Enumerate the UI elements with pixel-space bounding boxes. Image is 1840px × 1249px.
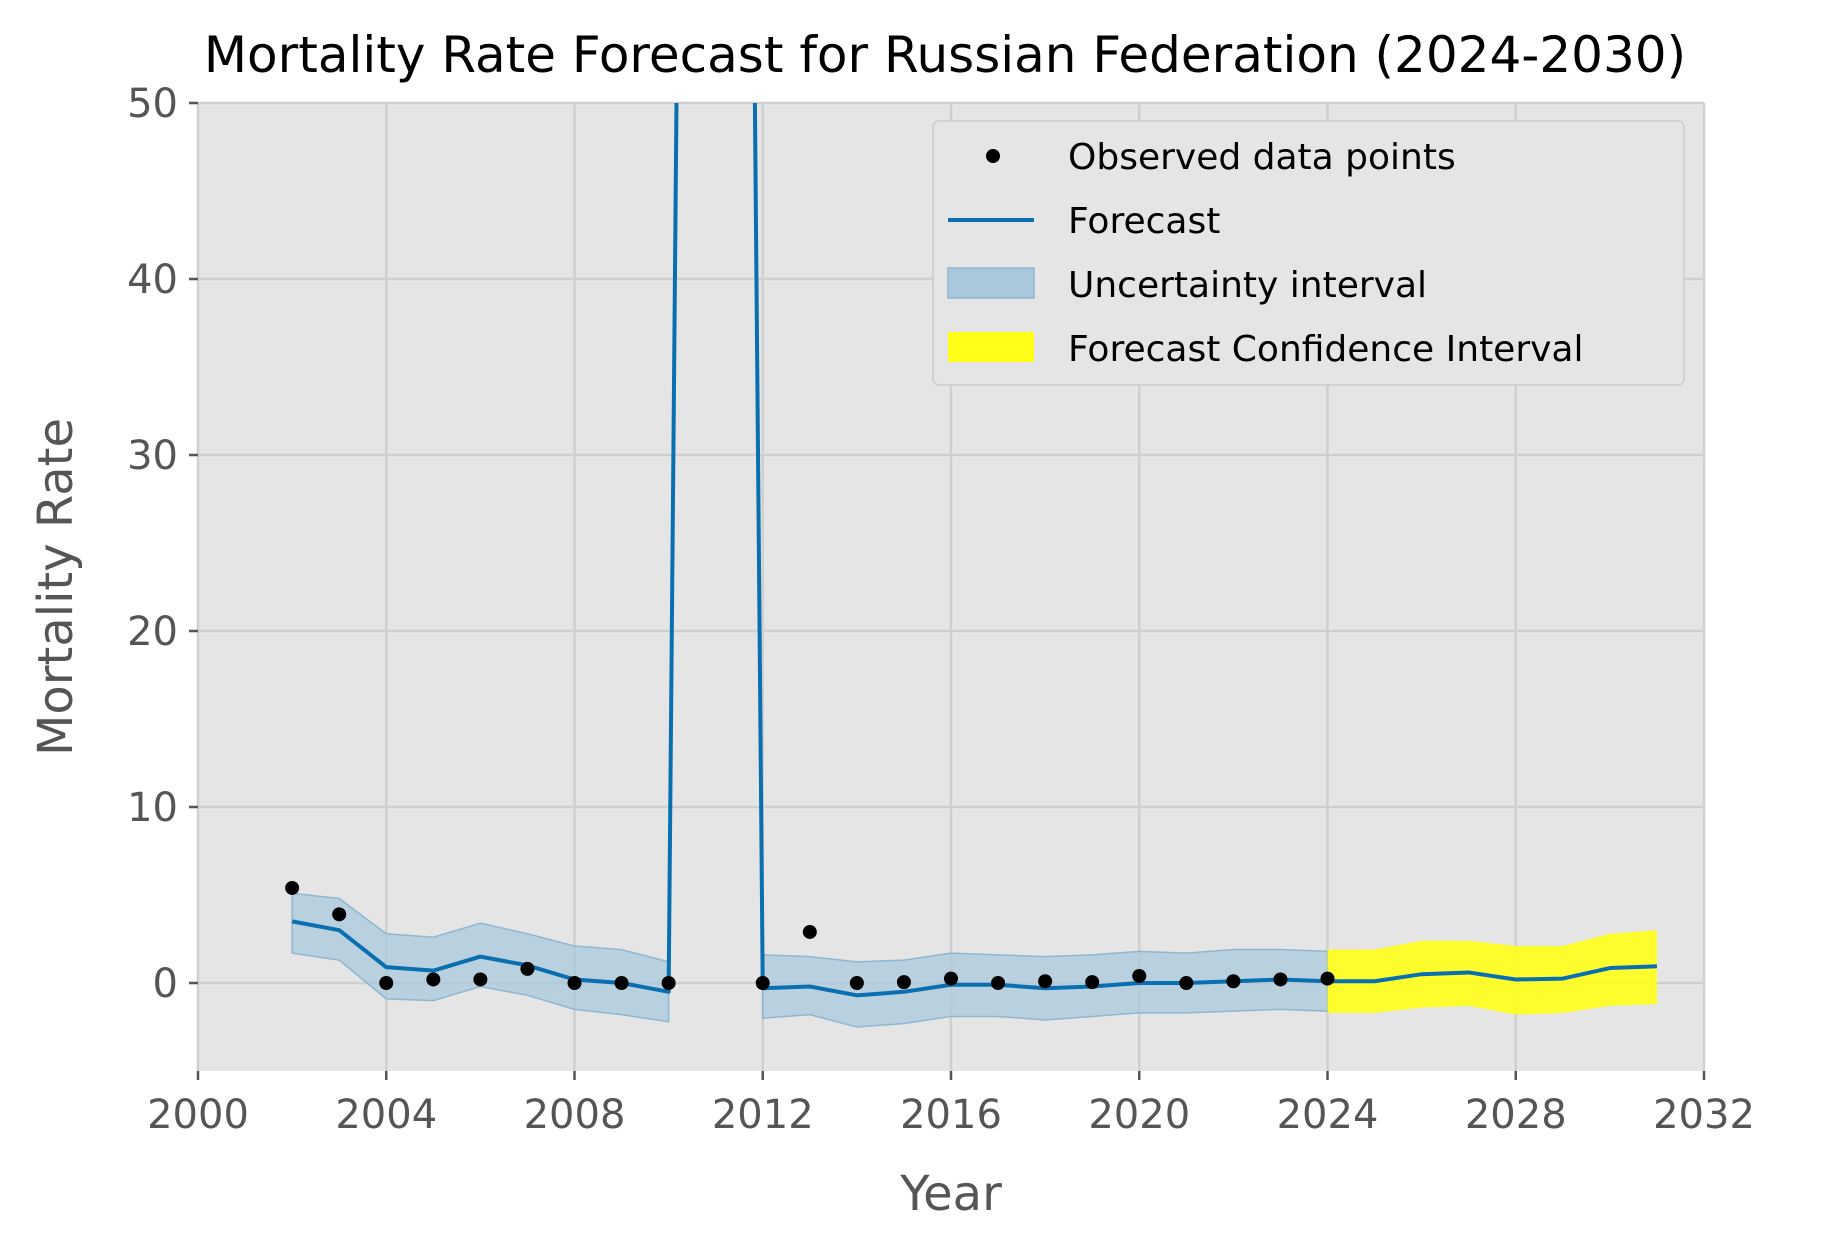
observed-point <box>849 976 864 990</box>
observed-point <box>473 972 488 987</box>
observed-point <box>661 976 676 990</box>
legend-observed-marker <box>986 149 1000 163</box>
legend-observed-label: Observed data points <box>1068 137 1456 178</box>
observed-points <box>285 880 1335 990</box>
observed-point <box>755 976 770 990</box>
observed-point <box>944 971 958 986</box>
legend-uncertainty-label: Uncertainty interval <box>1068 265 1427 306</box>
observed-point <box>379 976 394 990</box>
x-tick-label: 2032 <box>1653 1092 1755 1138</box>
observed-point <box>1038 974 1053 989</box>
chart-title: Mortality Rate Forecast for Russian Fede… <box>204 26 1686 84</box>
legend-box <box>932 120 1685 386</box>
legend-uncertainty-patch <box>947 267 1035 299</box>
observed-point <box>332 907 347 922</box>
confidence-band <box>1327 930 1657 1015</box>
y-axis-ticks: 0 10 20 30 40 50 <box>127 81 198 1007</box>
observed-point <box>567 976 582 990</box>
observed-point <box>802 924 817 939</box>
x-tick-label: 2004 <box>335 1092 437 1138</box>
observed-point <box>896 975 911 990</box>
x-tick-label: 2028 <box>1465 1092 1567 1138</box>
legend-confidence-patch <box>948 332 1034 362</box>
x-tick-label: 2012 <box>712 1092 814 1138</box>
observed-point <box>1273 972 1288 987</box>
y-tick-label: 20 <box>127 609 178 655</box>
legend-forecast-label: Forecast <box>1068 201 1220 242</box>
observed-point <box>614 976 629 990</box>
y-tick-label: 0 <box>153 961 178 1007</box>
x-tick-label: 2020 <box>1088 1092 1190 1138</box>
observed-point <box>1226 974 1241 989</box>
observed-point <box>1132 968 1147 983</box>
x-tick-label: 2016 <box>900 1092 1002 1138</box>
y-tick-label: 30 <box>127 433 178 479</box>
legend-confidence-label: Forecast Confidence Interval <box>1068 329 1584 370</box>
y-tick-label: 40 <box>127 257 178 303</box>
x-axis-ticks: 2000 2004 2008 2012 2016 2020 2024 2028 2032 <box>147 1071 1755 1138</box>
x-tick-label: 2024 <box>1277 1092 1379 1138</box>
observed-point <box>426 972 441 987</box>
legend: Observed data points Forecast Uncertaint… <box>932 120 1685 386</box>
observed-point <box>991 976 1006 990</box>
observed-point <box>285 880 300 895</box>
observed-point <box>1179 976 1194 990</box>
x-tick-label: 2008 <box>524 1092 626 1138</box>
x-axis-label: Year <box>899 1166 1002 1222</box>
y-tick-label: 50 <box>127 81 178 127</box>
observed-point <box>1320 971 1335 986</box>
observed-point <box>520 961 535 976</box>
y-axis-label: Mortality Rate <box>28 418 84 756</box>
observed-point <box>1085 975 1100 990</box>
y-tick-label: 10 <box>127 785 178 831</box>
x-tick-label: 2000 <box>147 1092 249 1138</box>
